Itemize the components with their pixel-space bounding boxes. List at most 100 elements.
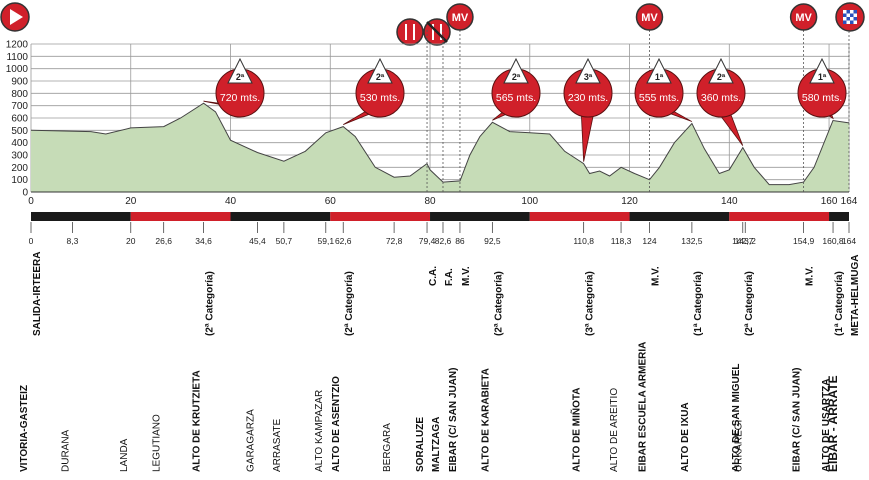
climb-category: 1ª <box>655 72 664 82</box>
km-bar-segment <box>529 212 630 221</box>
route-km-label: 164 <box>842 236 856 246</box>
route-name: EIBAR ESCUELA ARMERIA <box>637 342 648 472</box>
route-km-label: 160,8 <box>822 236 844 246</box>
route-name: ALTO DE AREITIO <box>609 388 620 472</box>
x-tick-label: 140 <box>721 196 738 207</box>
route-km-label: 79,4 <box>419 236 436 246</box>
x-tick-label: 164 <box>841 196 858 207</box>
route-name: ALTO DE KARABIETA <box>480 368 491 472</box>
route-km-label: 26,6 <box>155 236 172 246</box>
route-km-label: 62,6 <box>335 236 352 246</box>
x-tick-label: 60 <box>325 196 337 207</box>
route-km-label: 20 <box>126 236 136 246</box>
route-name: MALTZAGA <box>431 417 442 472</box>
y-tick-label: 0 <box>22 188 28 199</box>
mv-label: MV <box>452 12 469 24</box>
x-tick-label: 120 <box>621 196 638 207</box>
route-km-label: 92,5 <box>484 236 501 246</box>
y-tick-label: 1200 <box>6 40 29 51</box>
route-name: LEGUTIANO <box>152 414 163 472</box>
finish-icon <box>835 2 865 32</box>
x-tick-label: 80 <box>424 196 436 207</box>
y-tick-label: 300 <box>11 151 28 162</box>
km-bar-segment <box>230 212 331 221</box>
x-tick-label: 100 <box>521 196 538 207</box>
route-note: (1ª Categoría) <box>693 271 704 336</box>
route-note: SALIDA-IRTEERA <box>32 252 43 336</box>
feed-zone-icon <box>423 18 451 46</box>
route-km-label: 8,3 <box>66 236 78 246</box>
climb-category: 1ª <box>818 72 827 82</box>
route-km-label: 142,7 <box>732 236 754 246</box>
y-tick-label: 1100 <box>6 52 28 63</box>
x-tick-label: 40 <box>225 196 237 207</box>
category-badge <box>227 57 253 84</box>
climb-category: 2ª <box>376 72 385 82</box>
route-km-label: 82,6 <box>435 236 452 246</box>
route-km-label: 154,9 <box>793 236 815 246</box>
climb-altitude: 230 mts. <box>568 92 608 104</box>
route-km-label: 72,8 <box>386 236 403 246</box>
route-km-label: 34,6 <box>195 236 212 246</box>
category-badge <box>708 57 734 84</box>
mv-label: MV <box>795 12 812 24</box>
route-name: URKAREGI <box>733 420 744 472</box>
x-tick-label: 160 <box>821 196 838 207</box>
route-note: (2ª Categoría) <box>205 271 216 336</box>
category-badge <box>575 57 601 84</box>
y-tick-label: 600 <box>11 114 28 125</box>
feed-icon <box>396 18 424 46</box>
route-note: META-HELMUGA <box>850 255 861 336</box>
route-note: (2ª Categoría) <box>493 271 504 336</box>
route-km-label: 50,7 <box>276 236 293 246</box>
route-km-label: 86 <box>455 236 465 246</box>
route-km-label: 118,3 <box>611 236 632 246</box>
climb-altitude: 555 mts. <box>639 92 679 104</box>
route-note: M.V. <box>461 266 472 286</box>
route-name: ALTO DE ASENTZIO <box>331 376 342 472</box>
mv-label: MV <box>641 12 658 24</box>
y-tick-label: 400 <box>11 138 28 149</box>
climb-altitude: 360 mts. <box>701 92 741 104</box>
category-badge <box>809 57 835 84</box>
mv-marker <box>446 3 474 31</box>
route-name: BERGARA <box>382 423 393 472</box>
route-name: SORALUZE <box>415 417 426 472</box>
route-name: ALTO KAMPAZAR <box>314 390 325 472</box>
climb-category: 2ª <box>236 72 245 82</box>
route-note: M.V. <box>805 266 816 286</box>
y-tick-label: 500 <box>11 126 28 137</box>
elevation-area <box>31 103 849 192</box>
km-bar-segment <box>31 212 131 221</box>
route-note: M.V. <box>650 266 661 286</box>
km-bar-segment <box>430 212 530 221</box>
climb-altitude: 565 mts. <box>496 92 536 104</box>
category-badge <box>646 57 672 84</box>
category-badge <box>503 57 529 84</box>
route-name: ALTO DE IXUA <box>680 402 691 472</box>
km-bar-segment <box>829 212 849 221</box>
start-icon <box>0 2 30 32</box>
y-tick-label: 100 <box>11 175 28 186</box>
route-note: (2ª Categoría) <box>744 271 755 336</box>
y-tick-label: 700 <box>11 101 28 112</box>
route-name: VITORIA-GASTEIZ <box>19 385 30 472</box>
x-tick-label: 0 <box>28 196 34 207</box>
climb-category: 2ª <box>717 72 726 82</box>
route-name: LANDA <box>119 438 130 472</box>
route-note: F.A. <box>444 268 455 286</box>
route-note: (1ª Categoría) <box>834 271 845 336</box>
climb-altitude: 580 mts. <box>802 92 842 104</box>
route-km-label: 45,4 <box>249 236 266 246</box>
climb-category: 3ª <box>584 72 593 82</box>
route-name: ALTO DE SAN MIGUEL <box>731 363 742 472</box>
route-note: (2ª Categoría) <box>344 271 355 336</box>
climb-altitude: 530 mts. <box>360 92 400 104</box>
y-tick-label: 900 <box>11 77 28 88</box>
route-name: ALTO DE USARTZA <box>821 378 832 472</box>
climb-category: 2ª <box>512 72 521 82</box>
route-km-label: 59,1 <box>318 236 335 246</box>
route-km-label: 132,5 <box>681 236 703 246</box>
route-km-label: 143,2 <box>735 236 757 246</box>
